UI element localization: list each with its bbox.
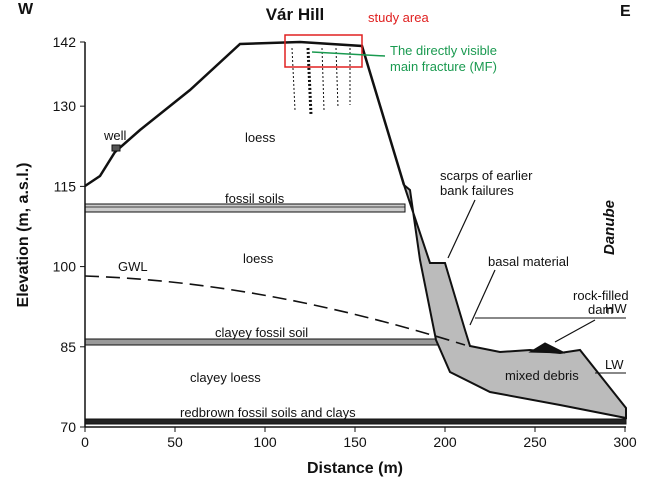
layer-label: fossil soils (225, 191, 285, 206)
x-axis-title: Distance (m) (307, 460, 403, 477)
east-label: E (620, 3, 631, 20)
study-area-box (284, 34, 363, 68)
x-tick-label: 100 (253, 434, 277, 450)
layer-label: mixed debris (505, 368, 579, 383)
river-label: Danube (601, 200, 618, 255)
layer-label: basal material (488, 254, 569, 269)
dam-arrow (554, 319, 596, 343)
dam (528, 342, 566, 354)
layer-label: dam (588, 302, 613, 317)
layer-label: LW (605, 357, 624, 372)
layer-label: bank failures (440, 183, 514, 198)
layer-label: HW (605, 301, 627, 316)
layer-label: loess (243, 251, 274, 266)
x-tick-label: 300 (613, 434, 637, 450)
layer-label: clayey fossil soil (215, 325, 308, 340)
y-axis-title: Elevation (m, a.s.l.) (15, 163, 32, 308)
x-tick-label: 150 (343, 434, 367, 450)
ticks: 0 50 100 150 200 250 300 70 85 100 115 130 142 (53, 34, 637, 450)
well-mark (111, 144, 121, 152)
debris-body (401, 181, 627, 420)
fracture-arrow (311, 51, 386, 57)
ground-surface (84, 40, 406, 188)
x-tick-label: 250 (523, 434, 547, 450)
y-tick-label: 130 (53, 98, 77, 114)
x-tick-label: 50 (167, 434, 183, 450)
scarp-arrow (447, 199, 476, 259)
fracture-label: The directly visible (390, 43, 497, 58)
x-tick-label: 200 (433, 434, 457, 450)
study-area-label: study area (368, 10, 429, 25)
layer-label: clayey loess (190, 370, 261, 385)
fractures (291, 47, 351, 116)
layer-label: scarps of earlier (440, 168, 533, 183)
y-tick-label: 85 (60, 339, 76, 355)
west-label: W (18, 1, 34, 18)
basal-arrow (469, 269, 496, 326)
y-tick-label: 70 (60, 419, 76, 435)
gwl-line (84, 275, 466, 346)
layer-label: rock-filled (573, 288, 629, 303)
fracture-label: main fracture (MF) (390, 59, 497, 74)
hill-label: Vár Hill (266, 5, 325, 24)
layers (84, 34, 627, 425)
layer-label: loess (245, 130, 276, 145)
y-tick-label: 100 (53, 259, 77, 275)
y-tick-label: 142 (53, 34, 77, 50)
x-tick-label: 0 (81, 434, 89, 450)
layer-label: GWL (118, 259, 148, 274)
y-tick-label: 115 (54, 178, 77, 194)
layer-label: redbrown fossil soils and clays (180, 405, 356, 420)
layer-label: well (103, 128, 127, 143)
